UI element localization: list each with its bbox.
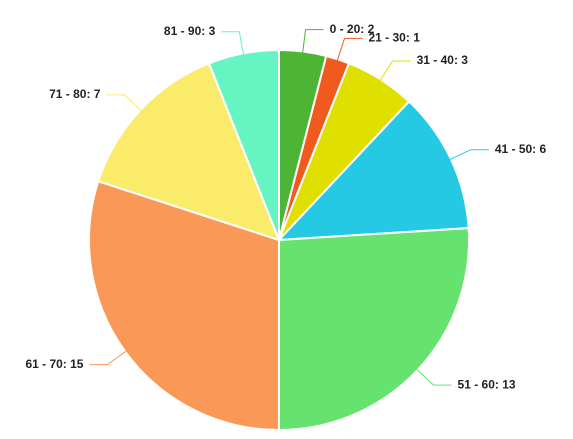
slice-label: 51 - 60: 13 (458, 377, 516, 391)
leader-line (221, 31, 245, 58)
slice-label: 31 - 40: 3 (417, 53, 469, 67)
leader-line (414, 366, 452, 386)
leader-line (301, 29, 324, 56)
slice-label: 21 - 30: 1 (369, 31, 421, 45)
slice-label: 41 - 50: 6 (495, 142, 547, 156)
pie-slice (278, 227, 470, 432)
slice-label: 0 - 20: 2 (330, 22, 375, 36)
leader-line (89, 348, 129, 366)
slice-label: 61 - 70: 15 (25, 357, 83, 371)
slice-label: 81 - 90: 3 (164, 24, 216, 38)
leader-line (447, 149, 489, 162)
leader-line (336, 37, 363, 64)
slice-label: 71 - 80: 7 (49, 87, 101, 101)
leader-line (106, 94, 144, 114)
leader-line (378, 60, 411, 84)
